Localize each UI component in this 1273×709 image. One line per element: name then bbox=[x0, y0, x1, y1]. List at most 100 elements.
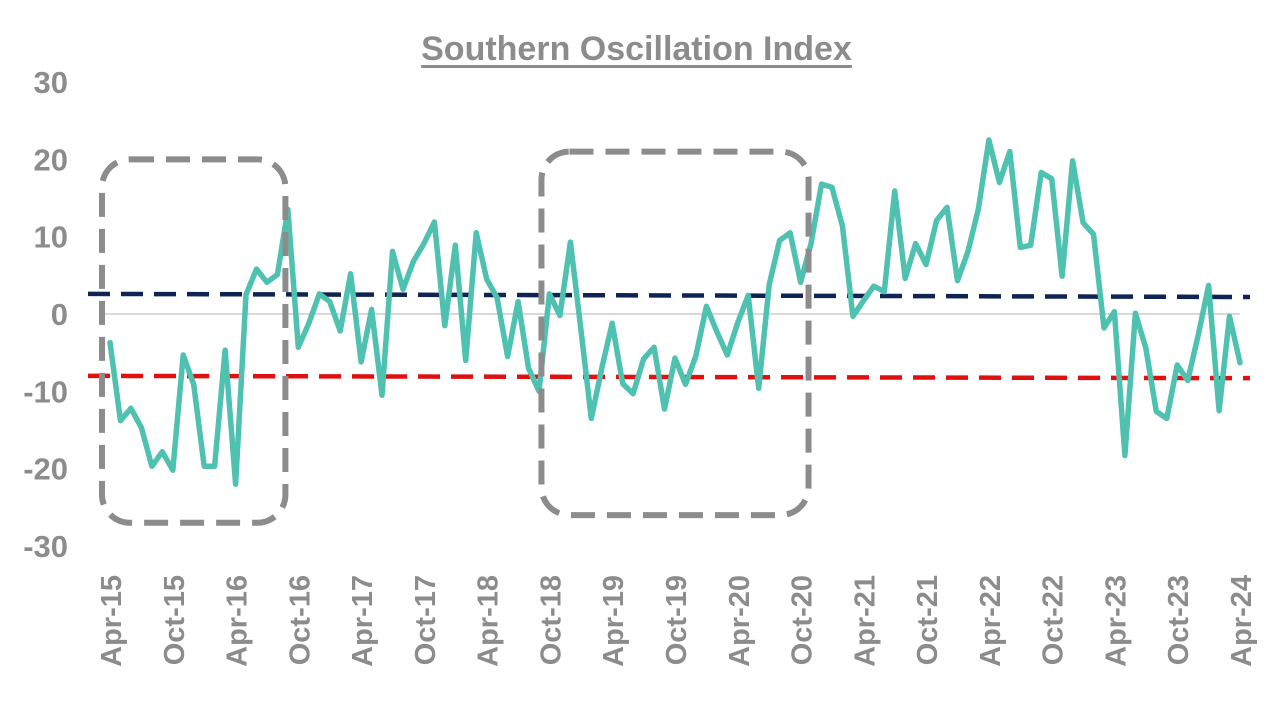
data-point bbox=[1029, 243, 1033, 247]
data-point bbox=[1238, 361, 1242, 365]
data-point bbox=[652, 345, 656, 349]
x-tick-label: Apr-15 bbox=[96, 575, 128, 667]
data-point bbox=[432, 220, 436, 224]
data-point bbox=[579, 327, 583, 331]
data-point bbox=[956, 279, 959, 283]
x-tick-label: Oct-20 bbox=[787, 575, 819, 665]
highlight-box-2 bbox=[538, 148, 812, 519]
data-point bbox=[150, 464, 154, 468]
data-point bbox=[683, 382, 687, 386]
data-point bbox=[370, 307, 374, 311]
data-point bbox=[1050, 177, 1054, 181]
data-point bbox=[244, 293, 248, 297]
data-point bbox=[171, 468, 175, 472]
data-point bbox=[453, 243, 457, 247]
data-point bbox=[840, 224, 844, 228]
data-point bbox=[935, 218, 939, 222]
data-point bbox=[872, 284, 876, 288]
data-point bbox=[663, 407, 667, 411]
y-tick-label: 30 bbox=[34, 65, 68, 100]
data-point bbox=[1018, 245, 1022, 249]
data-point bbox=[443, 324, 447, 328]
x-tick-label: Apr-23 bbox=[1100, 575, 1132, 667]
data-point bbox=[1123, 454, 1127, 458]
data-point bbox=[118, 419, 122, 423]
data-point bbox=[401, 287, 405, 291]
data-point bbox=[506, 355, 510, 359]
data-point bbox=[192, 382, 196, 386]
data-point bbox=[1207, 283, 1211, 287]
data-point bbox=[757, 386, 761, 390]
data-point bbox=[600, 366, 604, 370]
data-point bbox=[1039, 170, 1043, 174]
data-point bbox=[631, 392, 635, 396]
data-point bbox=[254, 267, 258, 271]
data-point bbox=[160, 450, 164, 454]
data-point bbox=[411, 259, 415, 263]
data-point bbox=[997, 181, 1001, 185]
y-tick-label: 0 bbox=[51, 297, 68, 332]
y-tick-label: 20 bbox=[34, 142, 68, 177]
data-point bbox=[516, 300, 520, 304]
data-point bbox=[924, 263, 928, 267]
data-point bbox=[945, 205, 949, 209]
data-point bbox=[1196, 334, 1200, 338]
data-point bbox=[234, 482, 238, 486]
data-point bbox=[715, 330, 719, 334]
data-point bbox=[296, 345, 300, 349]
data-point bbox=[1060, 274, 1064, 278]
data-point bbox=[422, 242, 426, 246]
data-point bbox=[642, 357, 646, 361]
data-point bbox=[307, 321, 311, 325]
data-point bbox=[704, 304, 708, 308]
data-point bbox=[903, 276, 907, 280]
data-point bbox=[527, 366, 531, 370]
y-tick-label: 10 bbox=[34, 220, 68, 255]
data-point bbox=[202, 464, 206, 468]
data-point bbox=[558, 314, 562, 318]
y-tick-label: -10 bbox=[23, 374, 68, 409]
data-point bbox=[621, 382, 625, 386]
data-point bbox=[746, 293, 750, 297]
x-tick-label: Oct-22 bbox=[1038, 575, 1070, 665]
x-tick-label: Apr-22 bbox=[975, 575, 1007, 667]
data-point bbox=[1186, 379, 1190, 383]
data-point bbox=[391, 249, 394, 253]
reference-line-1 bbox=[87, 291, 1251, 300]
x-tick-label: Oct-23 bbox=[1163, 575, 1195, 665]
data-point bbox=[778, 239, 782, 243]
data-point bbox=[851, 314, 855, 318]
data-point bbox=[568, 240, 572, 244]
data-point bbox=[1133, 311, 1137, 315]
data-point bbox=[914, 242, 918, 246]
data-point bbox=[1092, 232, 1096, 236]
data-point bbox=[1175, 363, 1179, 367]
x-tick-label: Oct-18 bbox=[535, 575, 567, 665]
data-point bbox=[1102, 326, 1106, 330]
data-point bbox=[380, 393, 384, 397]
data-point bbox=[966, 249, 970, 253]
data-point bbox=[809, 242, 813, 246]
data-point bbox=[317, 292, 321, 296]
chart-title: Southern Oscillation Index bbox=[421, 30, 852, 68]
data-point bbox=[108, 341, 112, 345]
data-point bbox=[1144, 346, 1148, 350]
x-tick-label: Oct-15 bbox=[159, 575, 191, 665]
data-point bbox=[610, 321, 614, 325]
data-point bbox=[736, 321, 740, 325]
data-point bbox=[1071, 159, 1075, 163]
x-tick-label: Oct-21 bbox=[912, 575, 944, 665]
data-point bbox=[547, 292, 551, 296]
data-point bbox=[673, 356, 677, 360]
y-tick-label: -20 bbox=[23, 452, 68, 487]
data-point bbox=[464, 358, 468, 362]
data-point bbox=[694, 354, 698, 358]
data-point bbox=[213, 464, 217, 468]
x-tick-label: Apr-19 bbox=[598, 575, 630, 667]
x-tick-label: Apr-24 bbox=[1226, 575, 1258, 667]
x-tick-label: Apr-18 bbox=[473, 575, 505, 667]
data-point bbox=[799, 280, 803, 284]
data-point bbox=[819, 182, 823, 186]
x-tick-label: Apr-21 bbox=[849, 575, 881, 667]
data-point bbox=[139, 426, 143, 430]
